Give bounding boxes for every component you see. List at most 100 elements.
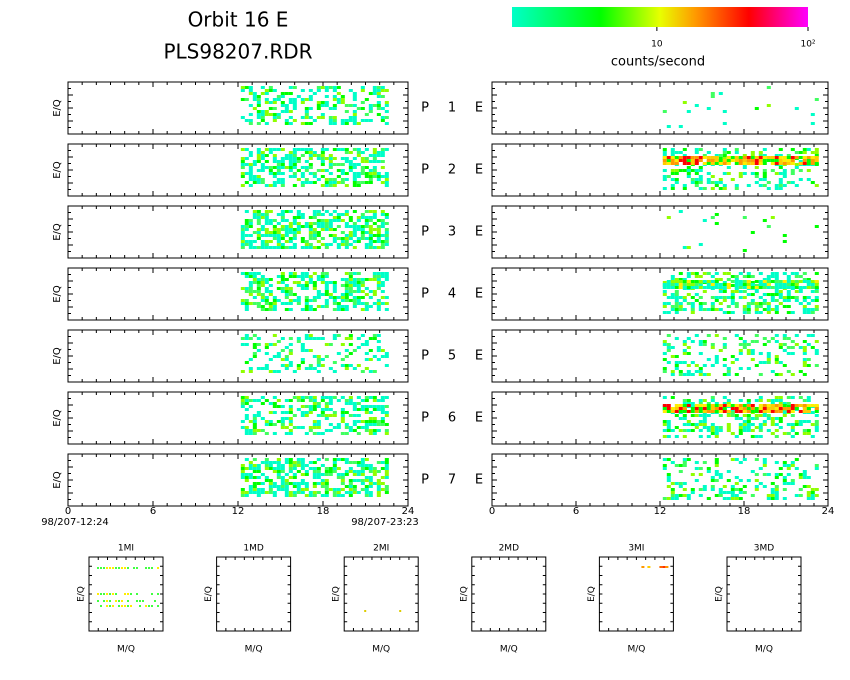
- count-cell: [718, 308, 723, 311]
- count-cell: [316, 432, 321, 435]
- count-cell: [288, 293, 293, 296]
- count-cell: [312, 405, 317, 408]
- count-cell: [770, 216, 775, 219]
- count-cell: [698, 296, 703, 299]
- count-cell: [288, 411, 293, 414]
- count-cell: [320, 169, 325, 172]
- count-cell: [256, 246, 261, 249]
- count-cell: [264, 231, 269, 234]
- count-cell: [778, 166, 783, 169]
- count-cell: [746, 159, 751, 162]
- x-tick-label: 6: [150, 506, 156, 517]
- count-cell: [336, 488, 341, 491]
- count-cell: [352, 228, 357, 231]
- count-cell: [157, 605, 159, 607]
- count-cell: [264, 92, 269, 95]
- count-cell: [662, 423, 667, 426]
- count-cell: [372, 420, 377, 423]
- count-cell: [364, 479, 369, 482]
- count-cell: [682, 101, 687, 104]
- count-cell: [786, 423, 791, 426]
- count-cell: [276, 281, 281, 284]
- row-suffix: E: [475, 163, 483, 178]
- count-cell: [320, 237, 325, 240]
- count-cell: [332, 119, 337, 122]
- count-cell: [252, 467, 257, 470]
- count-cell: [244, 272, 249, 275]
- count-cell: [324, 402, 329, 405]
- count-cell: [316, 293, 321, 296]
- count-cell: [296, 275, 301, 278]
- count-cell: [312, 210, 317, 213]
- count-cell: [718, 283, 723, 286]
- count-cell: [798, 346, 803, 349]
- count-cell: [782, 175, 787, 178]
- count-cell: [332, 116, 337, 119]
- count-cell: [348, 119, 353, 122]
- count-cell: [710, 181, 715, 184]
- count-cell: [244, 98, 249, 101]
- count-cell: [284, 234, 289, 237]
- count-cell: [328, 107, 333, 110]
- count-cell: [778, 404, 783, 407]
- count-cell: [814, 420, 819, 423]
- count-cell: [344, 178, 349, 181]
- count-cell: [292, 464, 297, 467]
- count-cell: [256, 210, 261, 213]
- count-cell: [368, 370, 373, 373]
- count-cell: [794, 286, 799, 289]
- count-cell: [288, 417, 293, 420]
- count-cell: [814, 488, 819, 491]
- count-cell: [766, 86, 771, 89]
- count-cell: [750, 410, 755, 413]
- count-cell: [106, 600, 108, 602]
- count-cell: [686, 370, 691, 373]
- count-cell: [304, 432, 309, 435]
- count-cell: [802, 278, 807, 281]
- count-cell: [368, 160, 373, 163]
- count-cell: [734, 305, 739, 308]
- count-cell: [332, 414, 337, 417]
- count-cell: [304, 225, 309, 228]
- count-cell: [288, 461, 293, 464]
- count-cell: [380, 243, 385, 246]
- count-cell: [372, 86, 377, 89]
- x-tick-label: 18: [738, 506, 751, 517]
- count-cell: [814, 407, 819, 410]
- count-cell: [674, 283, 679, 286]
- count-cell: [260, 157, 265, 160]
- count-cell: [702, 407, 707, 410]
- count-cell: [778, 417, 783, 420]
- count-cell: [316, 107, 321, 110]
- count-cell: [264, 89, 269, 92]
- count-cell: [264, 234, 269, 237]
- count-cell: [352, 148, 357, 151]
- count-cell: [380, 95, 385, 98]
- count-cell: [662, 497, 667, 500]
- count-cell: [782, 299, 787, 302]
- count-cell: [312, 423, 317, 426]
- count-cell: [690, 429, 695, 432]
- count-cell: [682, 156, 687, 159]
- count-cell: [786, 280, 791, 283]
- count-cell: [372, 337, 377, 340]
- count-cell: [332, 461, 337, 464]
- count-cell: [726, 373, 731, 376]
- count-cell: [368, 231, 373, 234]
- count-cell: [758, 404, 763, 407]
- count-cell: [762, 343, 767, 346]
- count-cell: [264, 467, 269, 470]
- count-cell: [264, 148, 269, 151]
- count-cell: [308, 148, 313, 151]
- count-cell: [774, 423, 779, 426]
- count-cell: [256, 367, 261, 370]
- count-cell: [344, 246, 349, 249]
- count-cell: [794, 404, 799, 407]
- count-cell: [248, 178, 253, 181]
- count-cell: [758, 396, 763, 399]
- count-cell: [380, 399, 385, 402]
- count-cell: [260, 169, 265, 172]
- count-cell: [722, 337, 727, 340]
- count-cell: [356, 151, 361, 154]
- count-cell: [348, 461, 353, 464]
